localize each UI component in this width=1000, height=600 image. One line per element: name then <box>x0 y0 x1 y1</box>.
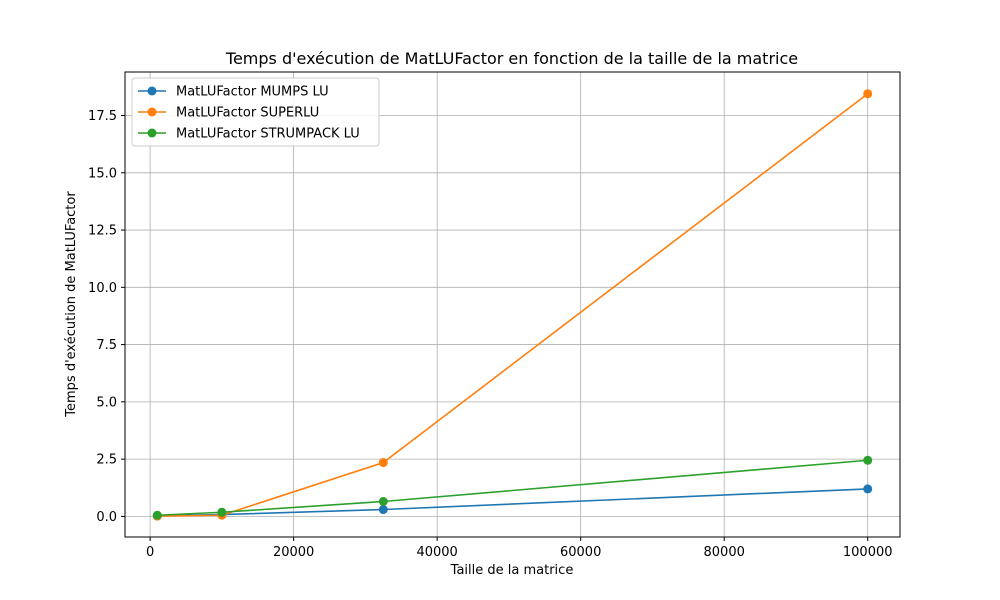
x-tick-label: 100000 <box>843 545 893 560</box>
y-tick-label: 2.5 <box>96 453 117 468</box>
x-tick-label: 60000 <box>560 545 601 560</box>
legend-marker <box>147 128 157 138</box>
x-axis-ticks: 0 20000 40000 60000 80000 100000 <box>146 537 893 560</box>
plot-frame <box>124 71 901 538</box>
data-point-3 <box>217 507 227 517</box>
x-tick-label: 40000 <box>416 545 457 560</box>
x-tick-label: 80000 <box>704 545 745 560</box>
series-line-1 <box>157 488 868 517</box>
data-point-1 <box>378 505 388 515</box>
data-point-3 <box>378 496 388 506</box>
data-point-3 <box>152 510 162 520</box>
y-tick-label: 10.0 <box>88 281 117 296</box>
series-group <box>152 89 873 521</box>
x-axis-label: Taille de la matrice <box>450 563 574 578</box>
legend-label: MatLUFactor STRUMPACK LU <box>176 127 360 142</box>
series-line-3 <box>157 459 868 517</box>
data-point-1 <box>863 484 873 494</box>
legend-label: MatLUFactor SUPERLU <box>176 106 319 121</box>
y-tick-label: 17.5 <box>88 109 117 124</box>
y-axis-ticks: 0.0 2.5 5.0 7.5 10.0 12.5 15.0 17.5 <box>88 109 125 525</box>
legend: MatLUFactor MUMPS LU MatLUFactor SUPERLU M… <box>131 77 380 147</box>
y-tick-label: 0.0 <box>96 510 117 525</box>
legend-marker <box>147 107 157 117</box>
x-tick-label: 0 <box>146 545 154 560</box>
y-axis-label: Temps d'exécution de MatLUFactor <box>64 191 79 418</box>
data-point-2 <box>378 458 388 468</box>
data-point-3 <box>863 455 873 465</box>
y-tick-label: 7.5 <box>96 338 117 353</box>
x-tick-label: 20000 <box>273 545 314 560</box>
legend-box <box>131 77 380 147</box>
series-line-2 <box>157 93 869 517</box>
data-point-2 <box>863 89 873 99</box>
grid-lines <box>125 72 900 537</box>
chart-title: Temps d'exécution de MatLUFactor en fonc… <box>225 49 798 68</box>
y-tick-label: 5.0 <box>96 395 117 410</box>
y-tick-label: 15.0 <box>88 166 117 181</box>
y-tick-label: 12.5 <box>88 224 117 239</box>
legend-label: MatLUFactor MUMPS LU <box>176 85 329 100</box>
legend-marker <box>147 86 157 96</box>
